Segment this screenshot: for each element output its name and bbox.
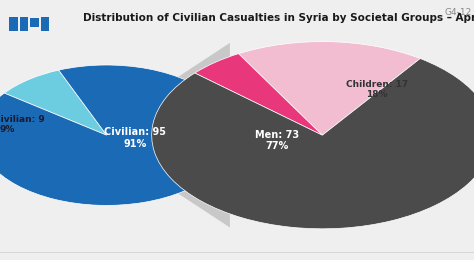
- Wedge shape: [0, 65, 235, 205]
- Text: Civilian: 95
91%: Civilian: 95 91%: [104, 127, 166, 149]
- FancyBboxPatch shape: [30, 18, 39, 27]
- FancyBboxPatch shape: [9, 17, 18, 31]
- Polygon shape: [151, 69, 230, 202]
- Polygon shape: [151, 100, 230, 170]
- Polygon shape: [151, 43, 230, 228]
- Wedge shape: [238, 42, 420, 135]
- Text: Non-Civilian: 9
9%: Non-Civilian: 9 9%: [0, 115, 45, 134]
- Text: G4-12: G4-12: [445, 8, 472, 17]
- FancyBboxPatch shape: [20, 17, 28, 31]
- Text: Children: 17
18%: Children: 17 18%: [346, 80, 408, 99]
- Text: Distribution of Civilian Casualties in Syria by Societal Groups – April 2022: Distribution of Civilian Casualties in S…: [83, 13, 474, 23]
- Text: Men: 73
77%: Men: 73 77%: [255, 129, 300, 151]
- FancyBboxPatch shape: [41, 17, 49, 31]
- Wedge shape: [4, 70, 107, 135]
- Wedge shape: [195, 54, 322, 135]
- Wedge shape: [152, 58, 474, 229]
